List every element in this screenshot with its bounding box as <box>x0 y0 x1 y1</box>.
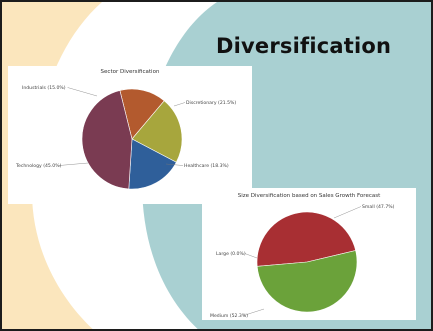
slice-label: Industrials (15.0%) <box>22 85 66 91</box>
leader-line <box>244 253 258 259</box>
pie-slice <box>131 100 183 163</box>
pie-slice <box>256 211 357 267</box>
slice-label: Healthcare (18.3%) <box>184 163 229 169</box>
slide-title: Diversification <box>216 34 392 58</box>
slice-label: Discretionary (21.5%) <box>186 100 236 106</box>
leader-line <box>165 163 184 166</box>
pie-slice <box>119 88 165 140</box>
sector-pie-chart: Industrials (15.0%) Discretionary (21.5%)… <box>15 85 236 190</box>
sector-chart-title: Sector Diversification <box>100 69 160 75</box>
size-pie-chart: Small (47.7%) Large (0.0%) Medium (52.3%) <box>210 204 395 319</box>
slice-label: Technology (45.0%) <box>15 163 62 169</box>
pie-slice <box>128 138 177 190</box>
size-chart-panel: Size Diversification based on Sales Grow… <box>202 188 416 320</box>
slice-label: Medium (52.3%) <box>210 313 248 319</box>
slice-label: Large (0.0%) <box>216 251 246 257</box>
leader-line <box>243 308 265 316</box>
leader-line <box>173 102 186 107</box>
leader-line <box>333 206 362 219</box>
slice-label: Small (47.7%) <box>362 204 395 210</box>
pie-slice <box>81 90 133 190</box>
leader-line <box>59 162 89 166</box>
leader-line <box>67 87 98 97</box>
pie-slice <box>256 250 358 313</box>
sector-chart-panel: Sector Diversification Industrials (15.0… <box>8 66 252 204</box>
size-chart-title: Size Diversification based on Sales Grow… <box>237 193 381 199</box>
